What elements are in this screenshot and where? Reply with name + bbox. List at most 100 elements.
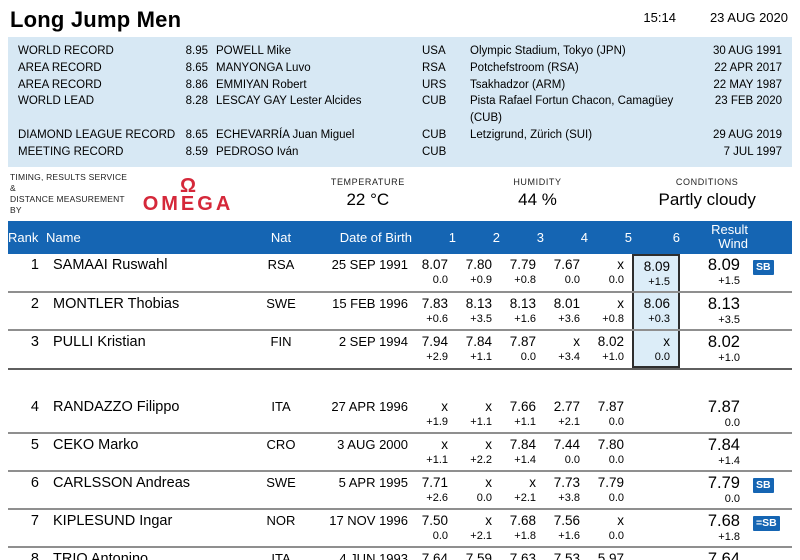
record-mark: 8.86 (185, 78, 208, 91)
record-nat: CUB (422, 95, 447, 108)
record-mark: 8.95 (185, 45, 208, 57)
attempt-wind: 0.0 (520, 350, 536, 363)
omega-wordmark: OMEGA (142, 192, 234, 215)
athlete-nat: FIN (270, 333, 292, 349)
athlete-name: KIPLESUND Ingar (53, 512, 173, 529)
attempt-1: 7.83 +0.6 (412, 293, 456, 329)
attempt-wind: 0.0 (564, 453, 580, 466)
attempt-wind: +0.3 (648, 312, 670, 325)
result-wind: +1.4 (718, 454, 740, 467)
weather-panel: TEMPERATURE 22 °C HUMIDITY 44 % CONDITIO… (243, 177, 792, 210)
page-title: Long Jump Men (10, 7, 182, 32)
result-mark: 7.87 (707, 397, 740, 416)
record-row: WORLD RECORD 8.95 POWELL Mike USA Olympic St… (14, 43, 786, 60)
attempt-6: 8.06 +0.3 (632, 292, 680, 329)
attempt-wind: 0.0 (654, 350, 670, 363)
result-mark: 8.09 (707, 255, 740, 274)
attempt-wind: +2.1 (514, 491, 536, 504)
attempt-mark: 8.07 (421, 256, 448, 272)
attempt-wind: +3.4 (558, 350, 580, 363)
record-mark: 8.65 (185, 61, 208, 74)
attempt-4: x +3.4 (544, 331, 588, 368)
badge-cell: =SB (748, 510, 792, 546)
attempt-wind: 0.0 (608, 273, 624, 286)
attempt-mark: 7.84 (509, 436, 536, 452)
col-header-dob: Date of Birth (339, 229, 412, 245)
records-panel: WORLD RECORD 8.95 POWELL Mike USA Olympic St… (8, 37, 792, 167)
badge-cell (748, 434, 792, 470)
badge-cell (748, 548, 792, 560)
record-date: 22 MAY 1987 (713, 78, 782, 91)
attempt-wind: +0.6 (426, 312, 448, 325)
attempt-mark: x (617, 256, 624, 272)
result-wind: +3.5 (718, 313, 740, 326)
record-label: WORLD LEAD (18, 95, 95, 108)
conditions-value: Partly cloudy (658, 190, 756, 210)
athlete-dob: 3 AUG 2000 (337, 436, 408, 452)
athlete-dob: 5 APR 1995 (338, 474, 408, 490)
event-time: 15:14 (643, 10, 676, 25)
record-nat: USA (422, 45, 446, 57)
attempt-4: 7.56 +1.6 (544, 510, 588, 546)
attempt-wind: +1.9 (426, 415, 448, 428)
record-row: AREA RECORD 8.65 MANYONGA Luvo RSA Potchefst… (14, 60, 786, 77)
attempt-wind: +3.5 (470, 312, 492, 325)
record-row: DIAMOND LEAGUE RECORD 8.65 ECHEVARRÍA Juan… (14, 127, 786, 144)
attempt-mark: 7.64 (421, 550, 448, 560)
athlete-rank: 8 (30, 550, 39, 560)
result-cell: 7.68 +1.8 (680, 510, 748, 546)
athlete-dob: 15 FEB 1996 (332, 295, 408, 311)
attempt-mark: x (617, 295, 624, 311)
attempt-wind: +1.4 (514, 453, 536, 466)
attempt-mark: 7.68 (509, 512, 536, 528)
col-header-attempt-6: 6 (672, 229, 680, 245)
attempt-mark: 5.97 (597, 550, 624, 560)
attempt-mark: 8.02 (597, 333, 624, 349)
athlete-rank: 3 (30, 333, 39, 350)
attempt-mark: x (485, 436, 492, 452)
result-mark: 7.84 (707, 435, 740, 454)
attempt-6 (632, 548, 680, 560)
record-nat: CUB (422, 128, 447, 141)
attempt-1: 7.71 +2.6 (412, 472, 456, 508)
humidity-block: HUMIDITY 44 % (453, 177, 623, 210)
attempt-2: 7.80 +0.9 (456, 254, 500, 291)
athlete-name: TRIO Antonino (53, 550, 149, 560)
attempt-3: x +2.1 (500, 472, 544, 508)
col-header-attempt-1: 1 (448, 229, 456, 245)
result-wind: +1.0 (718, 351, 740, 364)
attempt-mark: 7.84 (465, 333, 492, 349)
attempt-4: 8.01 +3.6 (544, 293, 588, 329)
attempt-mark: 2.77 (553, 398, 580, 414)
athlete-nat: SWE (266, 474, 296, 490)
attempt-mark: 8.13 (509, 295, 536, 311)
athlete-rank: 6 (30, 474, 39, 491)
result-cell: 8.02 +1.0 (680, 331, 748, 368)
record-venue: Letzigrund, Zürich (SUI) (470, 128, 593, 141)
attempt-wind: 0.0 (608, 529, 624, 542)
record-nat: RSA (422, 61, 446, 74)
badge-cell: SB (748, 254, 792, 291)
results-rows: 1 SAMAAI Ruswahl RSA 25 SEP 1991 8.07 0.0 7.80… (8, 253, 792, 560)
table-row: 4 RANDAZZO Filippo ITA 27 APR 1996 x +1.9 x +1.… (8, 396, 792, 434)
athlete-nat: SWE (266, 295, 296, 311)
table-row: 7 KIPLESUND Ingar NOR 17 NOV 1996 7.50 0.0 x +2… (8, 510, 792, 548)
provider-line2: DISTANCE MEASUREMENT BY (10, 193, 125, 215)
attempt-4: 2.77 +2.1 (544, 396, 588, 432)
attempt-wind: +3.8 (558, 491, 580, 504)
attempt-wind: 0.0 (608, 491, 624, 504)
record-venue: Potchefstroom (RSA) (470, 61, 579, 74)
athlete-name: MONTLER Thobias (53, 295, 180, 312)
attempt-6 (632, 510, 680, 546)
record-athlete: LESCAY GAY Lester Alcides (216, 95, 362, 108)
attempt-mark: 7.79 (509, 256, 536, 272)
attempt-mark: 7.83 (421, 295, 448, 311)
attempt-1: 7.94 +2.9 (412, 331, 456, 368)
col-header-nat: Nat (270, 229, 292, 245)
result-cell: 8.09 +1.5 (680, 254, 748, 291)
attempt-mark: 7.79 (597, 474, 624, 490)
result-mark: 7.64 (707, 549, 740, 560)
athlete-rank: 2 (30, 295, 39, 312)
athlete-name: PULLI Kristian (53, 333, 146, 350)
record-venue: Pista Rafael Fortun Chacon, Camagüey (CU… (470, 95, 674, 125)
